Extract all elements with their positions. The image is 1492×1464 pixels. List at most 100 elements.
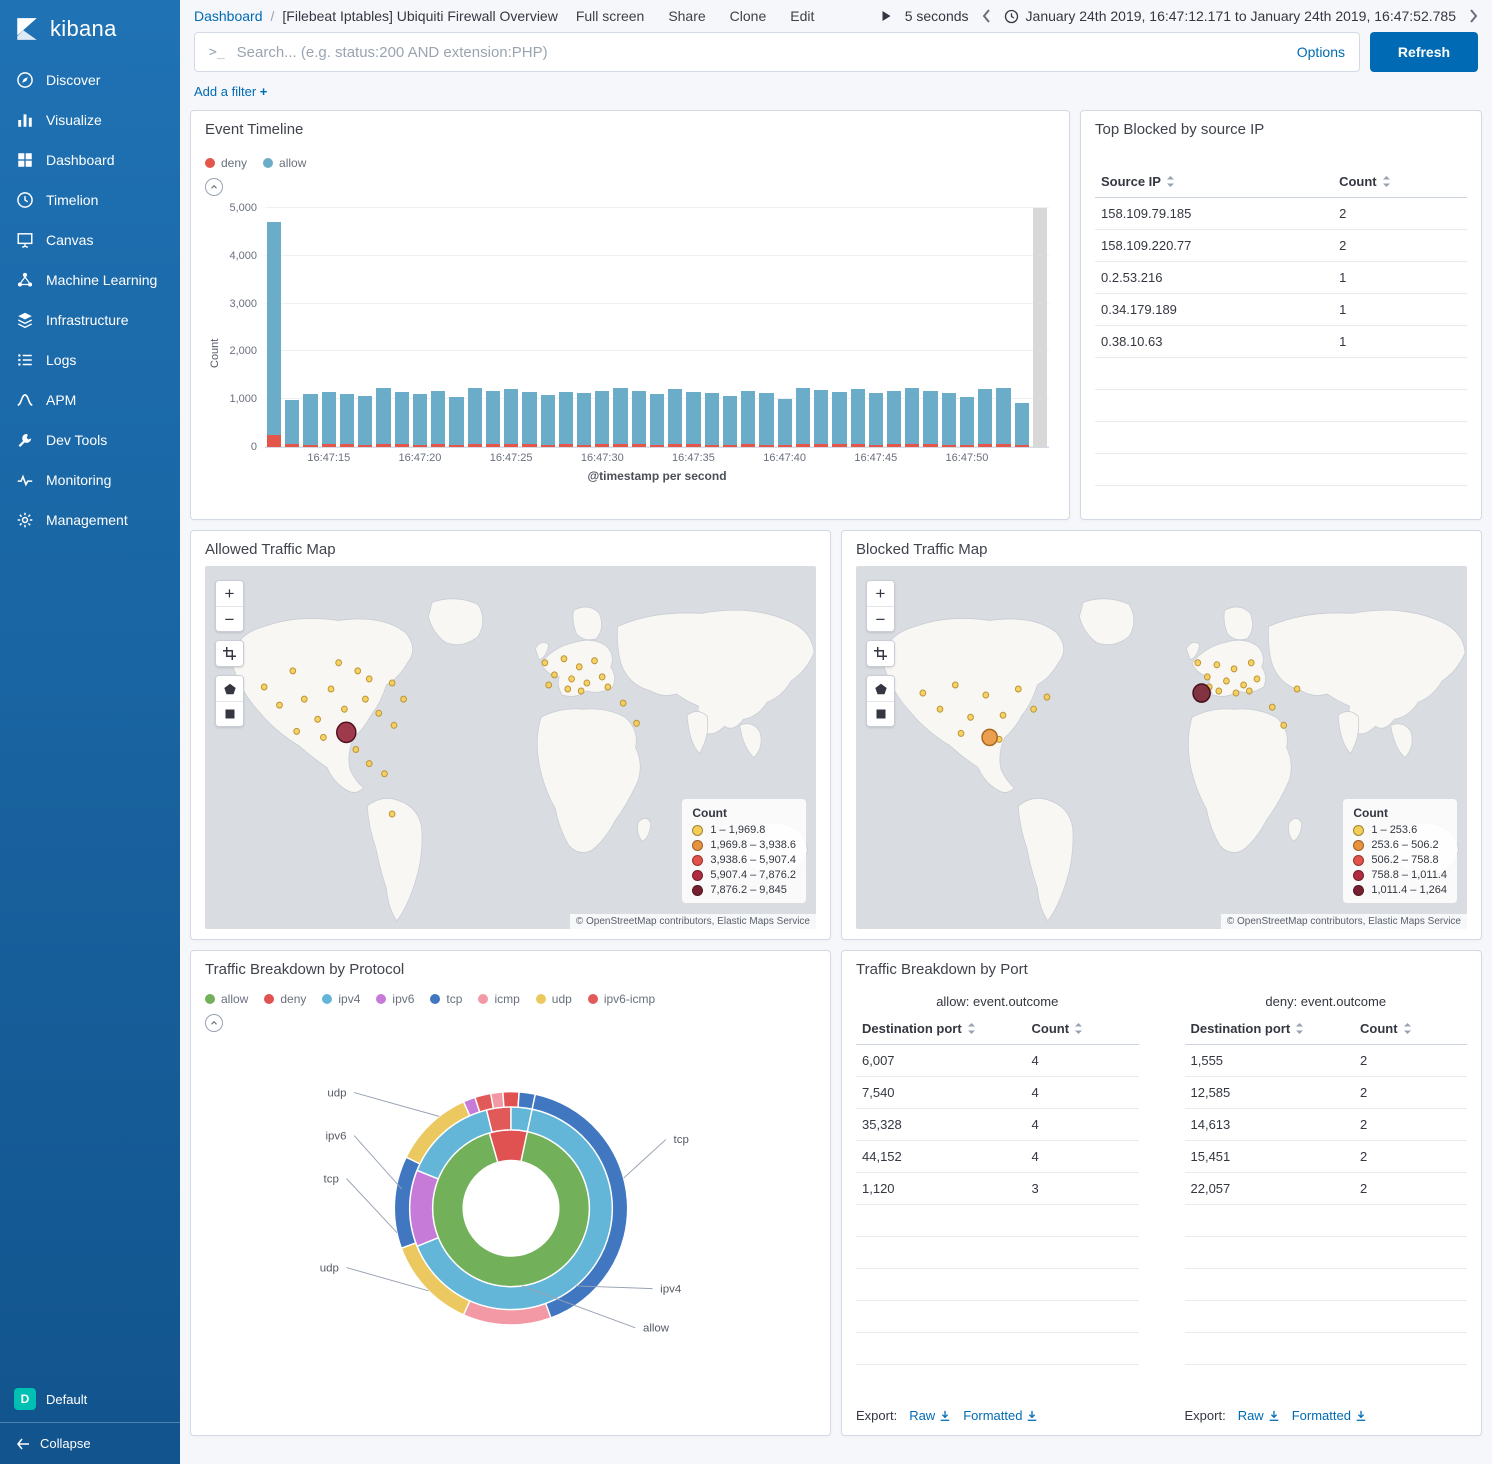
zoom-out-button[interactable]: − <box>867 606 894 631</box>
sort-button[interactable]: Count <box>1360 1021 1412 1036</box>
menu-full-screen[interactable]: Full screen <box>576 8 644 24</box>
timeline-bar[interactable] <box>395 208 409 447</box>
timeline-bar[interactable] <box>486 208 500 447</box>
timeline-bar[interactable] <box>267 208 281 447</box>
timeline-bar[interactable] <box>778 208 792 447</box>
sort-button[interactable]: Source IP <box>1101 174 1175 189</box>
time-range-picker[interactable]: January 24th 2019, 16:47:12.171 to Janua… <box>1004 8 1456 24</box>
sunburst-segment-deny[interactable] <box>503 1092 519 1108</box>
refresh-interval[interactable]: 5 seconds <box>905 8 969 24</box>
timeline-bar[interactable] <box>686 208 700 447</box>
sidebar-item-management[interactable]: Management <box>0 500 180 540</box>
map-canvas[interactable]: + − <box>856 566 1467 929</box>
timeline-bar[interactable] <box>559 208 573 447</box>
timeline-bar[interactable] <box>814 208 828 447</box>
timeline-bar[interactable] <box>632 208 646 447</box>
legend-item-ipv4[interactable]: ipv4 <box>322 992 360 1006</box>
timeline-bar[interactable] <box>796 208 810 447</box>
draw-rectangle-button[interactable] <box>867 701 894 726</box>
legend-collapse-button[interactable] <box>205 1014 223 1032</box>
breadcrumb-dashboard-link[interactable]: Dashboard <box>194 8 263 24</box>
timeline-bar[interactable] <box>869 208 883 447</box>
timeline-bar[interactable] <box>759 208 773 447</box>
menu-edit[interactable]: Edit <box>790 8 814 24</box>
draw-rectangle-button[interactable] <box>216 701 243 726</box>
timeline-bar[interactable] <box>376 208 390 447</box>
refresh-button[interactable]: Refresh <box>1370 32 1478 72</box>
timeline-bar[interactable] <box>905 208 919 447</box>
timeline-bar[interactable] <box>923 208 937 447</box>
timeline-bar[interactable] <box>522 208 536 447</box>
zoom-in-button[interactable]: + <box>216 581 243 606</box>
draw-polygon-button[interactable] <box>867 676 894 701</box>
timeline-bar[interactable] <box>613 208 627 447</box>
legend-item-deny[interactable]: deny <box>205 156 247 170</box>
add-filter-link[interactable]: Add a filter + <box>194 84 267 99</box>
export-formatted-link[interactable]: Formatted <box>963 1408 1038 1423</box>
sort-button[interactable]: Destination port <box>1191 1021 1305 1036</box>
timeline-bar[interactable] <box>1015 208 1029 447</box>
zoom-in-button[interactable]: + <box>867 581 894 606</box>
timeline-bar[interactable] <box>705 208 719 447</box>
time-forward-icon[interactable] <box>1469 8 1478 24</box>
sidebar-item-dashboard[interactable]: Dashboard <box>0 140 180 180</box>
sidebar-item-infrastructure[interactable]: Infrastructure <box>0 300 180 340</box>
fit-data-bounds-button[interactable] <box>216 641 243 666</box>
timeline-bar[interactable] <box>851 208 865 447</box>
menu-share[interactable]: Share <box>668 8 705 24</box>
timeline-bar[interactable] <box>413 208 427 447</box>
sidebar-item-visualize[interactable]: Visualize <box>0 100 180 140</box>
sort-button[interactable]: Count <box>1339 174 1391 189</box>
search-input[interactable] <box>237 44 1297 61</box>
timeline-bar[interactable] <box>978 208 992 447</box>
sidebar-item-monitoring[interactable]: Monitoring <box>0 460 180 500</box>
options-link[interactable]: Options <box>1297 44 1345 60</box>
export-raw-link[interactable]: Raw <box>909 1408 951 1423</box>
legend-item-allow[interactable]: allow <box>205 992 248 1006</box>
zoom-out-button[interactable]: − <box>216 606 243 631</box>
timeline-bar[interactable] <box>650 208 664 447</box>
timeline-bar[interactable] <box>358 208 372 447</box>
timeline-bar[interactable] <box>303 208 317 447</box>
legend-item-ipv6-icmp[interactable]: ipv6-icmp <box>588 992 655 1006</box>
sidebar-item-discover[interactable]: Discover <box>0 60 180 100</box>
map-canvas[interactable]: + − <box>205 566 816 929</box>
timeline-bar[interactable] <box>468 208 482 447</box>
timeline-bar[interactable] <box>668 208 682 447</box>
timeline-bar[interactable] <box>322 208 336 447</box>
sort-button[interactable]: Count <box>1032 1021 1084 1036</box>
sunburst-segment-tcp[interactable] <box>518 1092 535 1109</box>
draw-polygon-button[interactable] <box>216 676 243 701</box>
timeline-bar[interactable] <box>340 208 354 447</box>
sidebar-item-timelion[interactable]: Timelion <box>0 180 180 220</box>
timeline-bar[interactable] <box>723 208 737 447</box>
timeline-bar[interactable] <box>741 208 755 447</box>
time-back-icon[interactable] <box>982 8 991 24</box>
legend-item-deny[interactable]: deny <box>264 992 306 1006</box>
fit-data-bounds-button[interactable] <box>867 641 894 666</box>
sidebar-item-canvas[interactable]: Canvas <box>0 220 180 260</box>
sort-button[interactable]: Destination port <box>862 1021 976 1036</box>
play-refresh-icon[interactable] <box>881 10 892 22</box>
timeline-bar[interactable] <box>942 208 956 447</box>
export-formatted-link[interactable]: Formatted <box>1292 1408 1367 1423</box>
legend-item-allow[interactable]: allow <box>263 156 306 170</box>
timeline-bar[interactable] <box>504 208 518 447</box>
kibana-logo[interactable]: kibana <box>0 0 180 60</box>
legend-item-ipv6[interactable]: ipv6 <box>376 992 414 1006</box>
menu-clone[interactable]: Clone <box>730 8 767 24</box>
sidebar-item-apm[interactable]: APM <box>0 380 180 420</box>
sidebar-collapse[interactable]: Collapse <box>0 1422 180 1464</box>
timeline-bar[interactable] <box>541 208 555 447</box>
sunburst-segment-icmp[interactable] <box>491 1092 504 1109</box>
timeline-bar[interactable] <box>832 208 846 447</box>
timeline-bar[interactable] <box>996 208 1010 447</box>
sidebar-item-dev-tools[interactable]: Dev Tools <box>0 420 180 460</box>
timeline-bar[interactable] <box>887 208 901 447</box>
sidebar-item-logs[interactable]: Logs <box>0 340 180 380</box>
export-raw-link[interactable]: Raw <box>1238 1408 1280 1423</box>
legend-item-tcp[interactable]: tcp <box>430 992 462 1006</box>
timeline-bar[interactable] <box>285 208 299 447</box>
space-switcher[interactable]: D Default <box>0 1376 180 1422</box>
timeline-bar[interactable] <box>431 208 445 447</box>
